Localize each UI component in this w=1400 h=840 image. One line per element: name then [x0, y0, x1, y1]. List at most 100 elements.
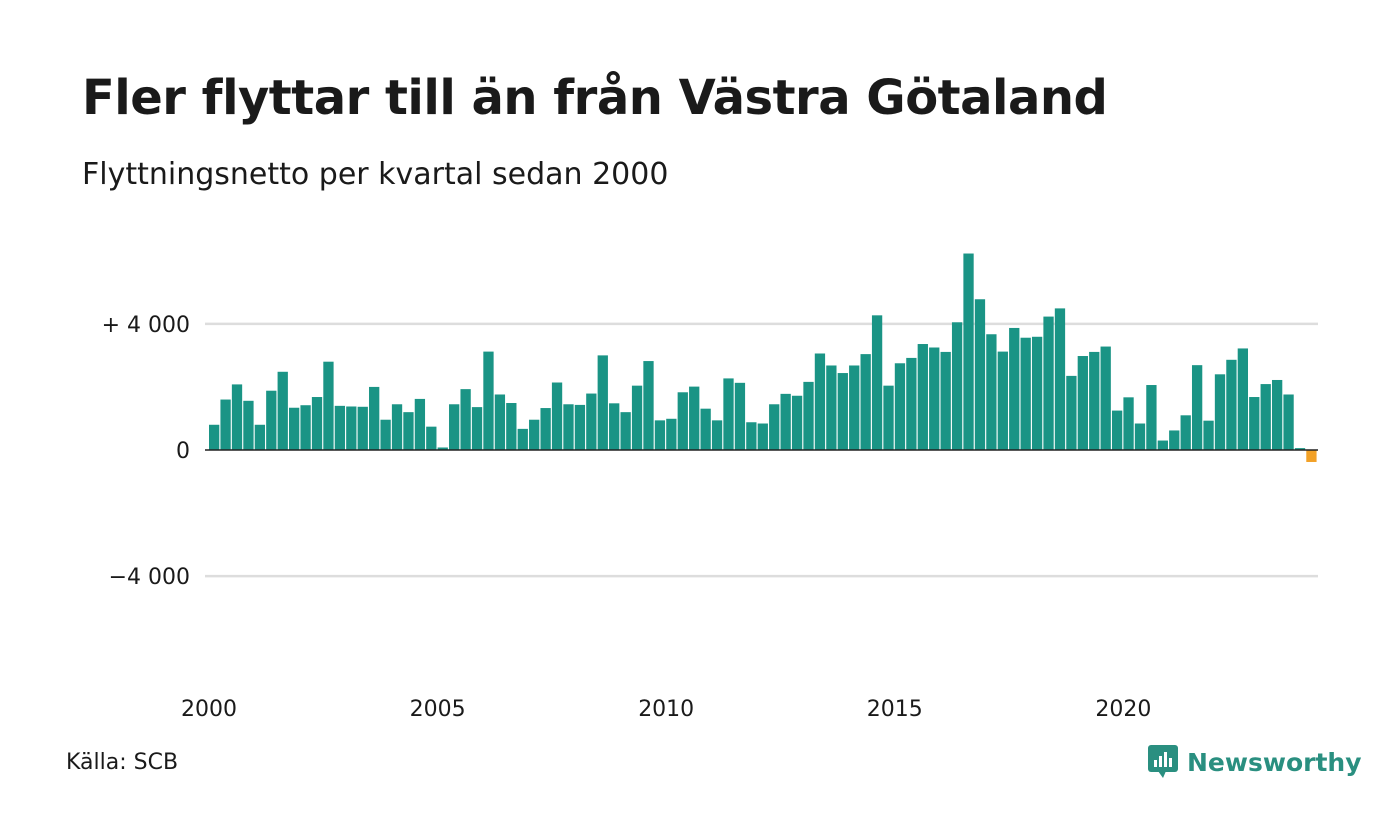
x-tick-label: 2020: [1095, 697, 1151, 722]
bar: [803, 381, 814, 450]
bar: [266, 390, 277, 450]
bar: [654, 420, 666, 450]
bar: [1283, 394, 1294, 450]
bar: [1237, 348, 1248, 450]
bar: [1146, 385, 1157, 450]
chart-subtitle: Flyttningsnetto per kvartal sedan 2000: [82, 157, 669, 192]
bar: [826, 365, 837, 450]
bar: [1043, 316, 1054, 450]
bar: [1031, 336, 1043, 450]
bar: [414, 398, 426, 450]
bar: [563, 404, 574, 450]
bar: [517, 428, 528, 450]
bar: [574, 404, 586, 450]
bar: [940, 351, 951, 450]
bar: [460, 389, 471, 450]
newsworthy-logo: Newsworthy: [1147, 744, 1362, 780]
bar: [1226, 359, 1237, 450]
chart-bubble-icon: [1148, 745, 1178, 778]
bar: [1191, 365, 1203, 450]
bar: [1180, 415, 1191, 450]
bar: [1249, 397, 1260, 450]
bar: [986, 334, 997, 450]
bar: [1066, 375, 1077, 450]
bar: [1203, 420, 1214, 450]
bar: [894, 363, 906, 450]
x-tick-label: 2015: [867, 697, 923, 722]
bar: [323, 361, 334, 450]
bar: [791, 395, 803, 450]
bar: [346, 406, 357, 450]
bar: [906, 357, 917, 450]
bar: [551, 382, 563, 450]
bar: [929, 347, 940, 450]
bar: [231, 384, 243, 450]
bar: [951, 322, 963, 450]
bar: [220, 399, 231, 450]
axes: + 4 000 0 −4 000 2000 2005 2010 2015 2020: [102, 313, 1318, 722]
bar: [666, 418, 677, 450]
bar: [814, 353, 826, 450]
bar: [506, 403, 517, 450]
bar: [837, 373, 848, 450]
chart-title: Fler flyttar till än från Västra Götalan…: [82, 70, 1108, 126]
bar: [849, 365, 860, 450]
bar: [631, 385, 643, 450]
bar: [1077, 356, 1088, 450]
bar: [483, 351, 494, 450]
bar: [529, 419, 540, 450]
bar: [1294, 448, 1306, 450]
bar: [1054, 308, 1066, 450]
bar: [963, 253, 974, 450]
bar: [209, 424, 220, 450]
bar: [1123, 397, 1134, 450]
bar: [883, 385, 894, 450]
bar: [277, 371, 288, 450]
y-tick-label: 0: [176, 439, 190, 464]
bar: [289, 407, 300, 450]
bar: [1111, 410, 1123, 450]
bar: [369, 386, 380, 450]
bar: [860, 354, 871, 450]
bar: [1020, 337, 1031, 450]
bar: [357, 406, 368, 450]
bar: [677, 392, 688, 450]
bar: [711, 420, 723, 450]
bar: [723, 378, 734, 450]
bar: [757, 423, 768, 450]
bar: [380, 419, 391, 450]
bar: [391, 404, 403, 450]
bar: [620, 412, 631, 450]
bars: [209, 253, 1317, 462]
bar: [1157, 440, 1168, 450]
x-tick-label: 2010: [638, 697, 694, 722]
bar: [1100, 346, 1111, 450]
bar: [243, 400, 254, 450]
x-tick-label: 2005: [410, 697, 466, 722]
bar: [643, 361, 654, 450]
y-tick-label: + 4 000: [102, 313, 190, 338]
bar: [586, 393, 597, 450]
bar: [780, 393, 791, 450]
bar: [1134, 423, 1146, 450]
source-note: Källa: SCB: [66, 750, 179, 775]
bar: [1214, 374, 1226, 450]
bar: [746, 422, 757, 450]
bar: [1009, 327, 1020, 450]
bar: [734, 382, 746, 450]
bar: [974, 299, 986, 450]
bar: [917, 344, 928, 450]
x-tick-label: 2000: [181, 697, 237, 722]
bar: [1089, 351, 1100, 450]
bar: [700, 408, 711, 450]
bar: [609, 403, 620, 450]
bar-latest: [1306, 450, 1317, 462]
bar: [334, 405, 346, 450]
grid-lines: [205, 322, 1318, 578]
bar: [311, 397, 323, 450]
bar: [471, 407, 483, 450]
bar: [300, 405, 311, 450]
brand-name: Newsworthy: [1187, 747, 1362, 777]
bar: [494, 394, 506, 450]
